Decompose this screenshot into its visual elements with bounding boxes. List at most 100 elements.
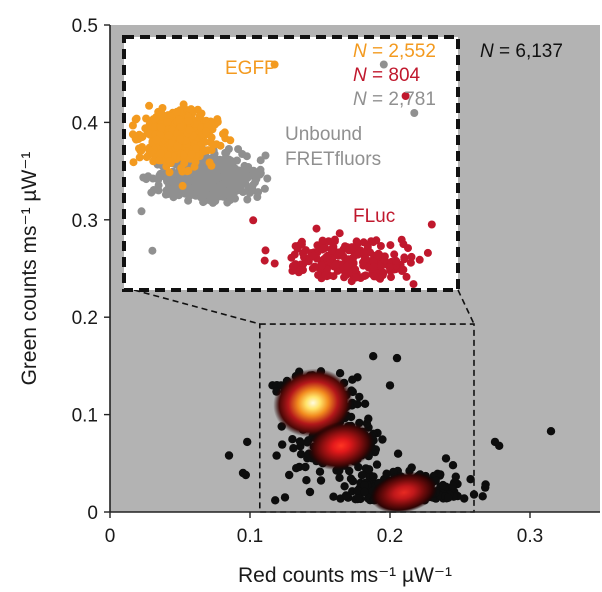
inset-point xyxy=(163,118,172,126)
outlier-point xyxy=(441,454,451,463)
inset-series-label: EGFP xyxy=(225,58,277,79)
inset-point xyxy=(208,184,217,193)
y-tick-label: 0.4 xyxy=(72,113,99,134)
main-point xyxy=(364,465,374,474)
main-point xyxy=(340,482,349,491)
inset-point xyxy=(318,236,327,245)
inset-point xyxy=(270,259,279,268)
inset-point xyxy=(219,165,228,174)
inset-point xyxy=(181,189,190,198)
zoom-connector-left xyxy=(133,289,261,325)
inset-point xyxy=(415,255,424,264)
main-point xyxy=(329,492,338,501)
inset-point xyxy=(317,261,326,270)
x-tick-label: 0.2 xyxy=(377,526,403,547)
inset-point xyxy=(138,132,147,141)
inset-point xyxy=(199,166,208,175)
inset-point xyxy=(165,168,174,177)
inset-point xyxy=(385,263,394,272)
inset-point xyxy=(220,179,229,188)
outlier-point xyxy=(369,352,378,361)
inset-point xyxy=(373,251,382,260)
inset-point xyxy=(401,92,410,100)
inset-point xyxy=(142,114,151,123)
inset-count-labels: N = 2,552 N = 804 N = 2,781 xyxy=(353,41,436,110)
inset-point xyxy=(243,166,252,175)
inset-point xyxy=(144,172,153,181)
inset-point xyxy=(261,151,270,160)
main-point xyxy=(353,400,362,409)
inset-count-label: N = 2,552 xyxy=(353,41,436,62)
inset-point xyxy=(309,251,318,260)
inset-point xyxy=(202,127,211,136)
inset-point xyxy=(223,198,232,207)
inset-point xyxy=(227,184,236,193)
inset-series-labels: EGFP Unbound FRETfluors FLuc xyxy=(225,58,395,227)
x-axis-label: Red counts ms⁻¹ µW⁻¹ xyxy=(238,564,452,587)
outlier-point xyxy=(490,437,500,447)
inset-point xyxy=(324,237,333,246)
outlier-point xyxy=(238,468,248,478)
inset-point xyxy=(213,118,222,126)
inset-point xyxy=(150,115,159,124)
inset-point xyxy=(137,146,146,155)
outlier-point xyxy=(385,381,395,390)
inset-point xyxy=(376,242,385,250)
zoom-region-outline xyxy=(133,289,475,513)
main-point xyxy=(364,414,373,423)
inset-point xyxy=(172,108,181,116)
main-point xyxy=(354,493,363,502)
inset-point xyxy=(380,256,389,265)
inset-point xyxy=(249,216,258,225)
x-tick-label: 0.1 xyxy=(237,526,263,547)
inset-point xyxy=(348,243,356,252)
inset-point xyxy=(260,184,269,193)
inset-point xyxy=(196,112,204,121)
main-point xyxy=(378,435,387,444)
inset-point xyxy=(327,246,336,255)
inset-point xyxy=(184,117,193,125)
inset-point xyxy=(369,262,378,271)
main-point xyxy=(369,472,378,481)
main-point xyxy=(372,460,382,469)
inset-point xyxy=(129,158,138,167)
inset-point xyxy=(192,170,201,179)
main-point xyxy=(288,435,297,444)
x-tick-label: 0 xyxy=(105,526,116,547)
inset-point xyxy=(183,167,192,176)
inset-point xyxy=(148,246,157,255)
inset-point xyxy=(409,280,418,289)
inset-point xyxy=(192,144,200,153)
inset-border xyxy=(122,35,460,292)
total-count-label: N = 6,137 xyxy=(480,41,563,62)
inset-point xyxy=(157,110,166,118)
inset-point xyxy=(175,115,184,124)
inset-point xyxy=(342,262,351,271)
inset-point xyxy=(301,246,310,255)
inset-count-label: N = 804 xyxy=(353,65,421,86)
inset-point xyxy=(147,188,156,197)
main-point xyxy=(305,487,315,497)
inset-point xyxy=(193,178,202,187)
inset-series-label: Unbound FRETfluors xyxy=(285,124,381,170)
inset-point xyxy=(360,248,369,257)
inset-point xyxy=(164,131,173,140)
inset-point xyxy=(402,272,411,281)
inset-panel: EGFP Unbound FRETfluors FLuc N = 2,552 N = 8… xyxy=(122,35,460,292)
inset-point xyxy=(370,272,379,281)
axes xyxy=(109,25,600,513)
inset-point xyxy=(155,156,163,165)
inset-point xyxy=(212,168,221,177)
inset-point xyxy=(361,254,370,263)
inset-point xyxy=(361,271,370,280)
y-tick-label: 0 xyxy=(87,503,98,524)
inset-point xyxy=(173,187,181,196)
inset-point xyxy=(295,241,304,249)
inset-point xyxy=(171,178,179,187)
inset-point xyxy=(304,257,313,266)
inset-point xyxy=(256,165,265,174)
main-point xyxy=(407,463,416,472)
main-point xyxy=(360,481,369,490)
inset-point xyxy=(352,237,361,246)
inset-point xyxy=(260,256,269,265)
